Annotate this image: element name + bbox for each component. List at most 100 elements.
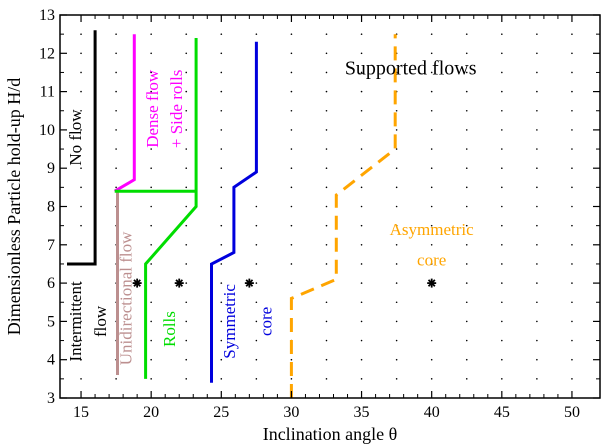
grid-dot	[115, 109, 117, 112]
grid-dot	[571, 109, 573, 112]
grid-dot	[536, 358, 538, 361]
grid-dot	[571, 339, 573, 342]
grid-dot	[325, 339, 328, 342]
grid-dot	[395, 244, 398, 246]
grid-dot	[80, 33, 82, 35]
grid-dot	[325, 71, 328, 74]
grid-dot	[185, 320, 188, 323]
grid-dot	[430, 71, 433, 74]
region-label: Intermittent	[66, 281, 85, 362]
grid-dot	[571, 224, 573, 227]
grid-dot	[465, 339, 468, 342]
grid-dot	[325, 263, 328, 265]
grid-dot	[430, 129, 433, 131]
boundary-rolls	[144, 38, 198, 379]
grid-dot	[220, 244, 223, 246]
grid-dot	[465, 186, 468, 189]
grid-dot	[150, 301, 152, 304]
grid-dot	[465, 205, 468, 208]
grid-dot	[501, 244, 503, 246]
data-point	[244, 278, 254, 288]
grid-dot	[150, 282, 152, 284]
region-labels: Supported flows Asymmetric core No flow Dens…	[66, 58, 477, 366]
x-tick-label: 20	[143, 404, 159, 421]
grid-dot	[465, 282, 468, 284]
grid-dot	[290, 148, 293, 150]
grid-dot	[501, 320, 503, 323]
data-point	[132, 278, 142, 288]
grid-dot	[325, 186, 328, 189]
grid-dot	[571, 167, 573, 169]
grid-dot	[150, 186, 152, 189]
grid-dot	[325, 301, 328, 304]
grid-dot	[501, 71, 503, 74]
grid-dot	[150, 148, 152, 150]
region-label: + Side rolls	[167, 70, 186, 149]
grid-dot	[80, 301, 82, 304]
grid-dot	[255, 224, 258, 227]
grid-dot	[360, 205, 363, 208]
grid-dot	[325, 109, 328, 112]
grid-dot	[571, 205, 573, 208]
grid-dot	[536, 186, 538, 189]
grid-dot	[360, 263, 363, 265]
grid-dot	[290, 90, 293, 93]
grid-dot	[501, 339, 503, 342]
grid-dot	[395, 320, 398, 323]
y-tick-label: 4	[47, 352, 55, 369]
grid-dot	[536, 52, 538, 55]
grid-dot	[80, 244, 82, 246]
grid-dot	[185, 205, 188, 208]
region-label: flow	[91, 305, 110, 337]
y-tick-label: 12	[39, 45, 55, 62]
grid-dot	[80, 224, 82, 227]
region-label: core	[257, 307, 276, 336]
grid-dot	[290, 263, 293, 265]
region-label: Symmetric	[220, 284, 239, 359]
grid-dot	[220, 358, 223, 361]
x-axis-label: Inclination angle θ	[263, 424, 398, 444]
grid-dot	[115, 71, 117, 74]
region-label: Rolls	[160, 311, 179, 347]
grid-dot	[290, 71, 293, 74]
grid-dot	[325, 148, 328, 150]
grid-dot	[536, 148, 538, 150]
grid-dot	[220, 224, 223, 227]
grid-dot	[290, 244, 293, 246]
grid-dot	[80, 282, 82, 284]
grid-dot	[115, 378, 117, 380]
grid-dot	[150, 263, 152, 265]
grid-dot	[255, 301, 258, 304]
grid-dot	[395, 186, 398, 189]
grid-dot	[360, 167, 363, 169]
grid-dot	[465, 358, 468, 361]
grid-dot	[150, 339, 152, 342]
grid-dot	[501, 33, 503, 35]
boundary-dense	[113, 34, 136, 193]
grid-dot	[115, 186, 117, 189]
grid-dot	[465, 129, 468, 131]
grid-dot	[80, 320, 82, 323]
grid-dot	[290, 33, 293, 35]
grid-dot	[571, 33, 573, 35]
grid-dot	[255, 263, 258, 265]
grid-dot	[185, 244, 188, 246]
y-tick-label: 10	[39, 122, 55, 139]
grid-dot	[325, 52, 328, 55]
grid-dot	[220, 301, 223, 304]
x-tick-label: 30	[283, 404, 299, 421]
grid-dot	[501, 129, 503, 131]
grid-dot	[360, 109, 363, 112]
grid-dot	[150, 33, 152, 35]
grid-dot	[571, 358, 573, 361]
y-tick-label: 9	[47, 160, 55, 177]
y-tick-label: 13	[39, 7, 55, 24]
grid-dot	[571, 186, 573, 189]
grid-dot	[80, 378, 82, 380]
grid-dot	[80, 109, 82, 112]
grid-dot	[360, 358, 363, 361]
grid-dot	[150, 167, 152, 169]
grid-dot	[571, 282, 573, 284]
grid-dot	[185, 186, 188, 189]
